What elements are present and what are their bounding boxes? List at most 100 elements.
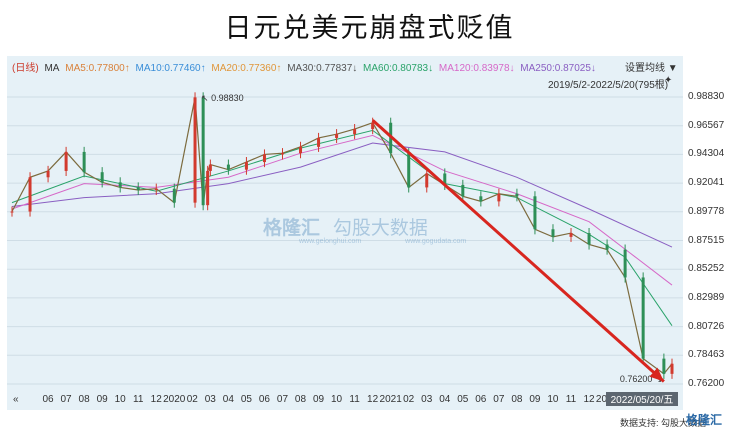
watermark-site: www.gelonghui.com bbox=[299, 238, 362, 245]
price-candle bbox=[46, 170, 50, 178]
price-candle bbox=[497, 193, 501, 202]
x-tick-label: 2021 bbox=[380, 394, 403, 405]
price-candle bbox=[82, 151, 86, 173]
price-candle bbox=[443, 173, 447, 185]
x-tick-label: 11 bbox=[349, 394, 360, 405]
x-tick-label: 07 bbox=[277, 394, 289, 405]
x-tick-label: 07 bbox=[493, 394, 505, 405]
legend-ma10[interactable]: MA10:0.77460↑ bbox=[135, 63, 206, 74]
x-tick-label: 12 bbox=[583, 394, 595, 405]
price-candle bbox=[479, 196, 483, 202]
x-tick-label: 08 bbox=[79, 394, 91, 405]
price-candle bbox=[641, 277, 645, 359]
price-candle bbox=[172, 188, 176, 203]
trend-arrow-head bbox=[649, 367, 664, 382]
x-tick-label: 03 bbox=[421, 394, 433, 405]
x-tick-label: 11 bbox=[566, 394, 577, 405]
price-candle bbox=[335, 134, 339, 138]
price-candle bbox=[136, 187, 140, 190]
chart-title: 日元兑美元崩盘式贬值 bbox=[224, 13, 515, 44]
x-tick-label: 08 bbox=[511, 394, 523, 405]
y-tick-label: 0.98830 bbox=[688, 91, 725, 102]
price-candle bbox=[662, 358, 666, 374]
x-tick-label: 2020 bbox=[163, 394, 186, 405]
ma-settings-dropdown[interactable]: 设置均线 ▼ bbox=[625, 63, 678, 74]
price-candle bbox=[10, 211, 14, 213]
x-tick-label: 05 bbox=[457, 394, 469, 405]
price-candle bbox=[371, 122, 375, 130]
price-candle bbox=[244, 162, 248, 170]
x-tick-label: 09 bbox=[529, 394, 541, 405]
last-date-label: 2022/05/20/五 bbox=[611, 395, 674, 406]
y-tick-label: 0.76200 bbox=[688, 378, 725, 389]
price-annotation: ↖ 0.98830 bbox=[201, 93, 244, 103]
watermark-data-site: www.gogudata.com bbox=[405, 238, 467, 245]
x-tick-label: 10 bbox=[115, 394, 127, 405]
legend-ma20[interactable]: MA20:0.77360↑ bbox=[211, 63, 282, 74]
price-candle bbox=[100, 172, 104, 183]
price-candle bbox=[226, 164, 230, 170]
legend-ma60[interactable]: MA60:0.80783↓ bbox=[363, 63, 434, 74]
x-tick-label: 12 bbox=[367, 394, 379, 405]
price-candle bbox=[407, 153, 411, 188]
price-candle bbox=[533, 196, 537, 230]
x-tick-label: 07 bbox=[61, 394, 73, 405]
y-tick-label: 0.87515 bbox=[688, 234, 725, 246]
watermark-data: 勾股大数据 bbox=[332, 218, 428, 239]
price-candle bbox=[353, 129, 357, 135]
trend-arrow-line bbox=[371, 119, 665, 383]
pin-icon[interactable]: ✦ bbox=[664, 75, 673, 86]
data-source-name: 勾股大数据 bbox=[661, 418, 707, 428]
price-candle bbox=[569, 233, 573, 237]
x-tick-label: 02 bbox=[187, 394, 199, 405]
x-tick-label: 10 bbox=[547, 394, 559, 405]
legend-ma250[interactable]: MA250:0.87025↓ bbox=[520, 63, 596, 74]
y-tick-label: 0.96567 bbox=[688, 119, 725, 131]
x-tick-label: 11 bbox=[133, 394, 144, 405]
price-candle bbox=[118, 182, 122, 188]
price-annotation: 0.76200 ↘ bbox=[620, 374, 663, 384]
brand-logo: 格隆汇 bbox=[686, 413, 723, 427]
price-candle bbox=[425, 173, 429, 188]
price-candle bbox=[28, 177, 32, 212]
price-candle bbox=[670, 363, 674, 374]
x-axis-band bbox=[7, 390, 683, 406]
x-tick-label: 06 bbox=[259, 394, 271, 405]
y-tick-label: 0.89778 bbox=[688, 205, 725, 217]
y-tick-label: 0.92041 bbox=[688, 177, 725, 189]
data-source: 数据支持: 勾股大数据 bbox=[620, 416, 706, 429]
x-tick-label: 06 bbox=[42, 394, 54, 405]
date-range-label: 2019/5/2-2022/5/20(795根) bbox=[548, 80, 669, 91]
legend-ma30[interactable]: MA30:0.77837↓ bbox=[287, 63, 358, 74]
ma-legend: (日线) MA MA5:0.77800↑ MA10:0.77460↑ MA20:… bbox=[12, 59, 599, 74]
watermark: 格隆汇 勾股大数据 www.gelonghui.com www.gogudata… bbox=[263, 213, 466, 245]
price-candle bbox=[64, 151, 68, 171]
ma-line-ma120 bbox=[11, 134, 673, 286]
price-candle bbox=[262, 154, 266, 163]
legend-ma120[interactable]: MA120:0.83978↓ bbox=[438, 63, 515, 74]
y-tick-label: 0.80726 bbox=[688, 320, 725, 332]
x-tick-label: 04 bbox=[439, 394, 451, 405]
x-tick-label: 03 bbox=[205, 394, 217, 405]
price-candle bbox=[193, 97, 197, 203]
y-tick-label: 0.78463 bbox=[688, 349, 725, 361]
price-candle bbox=[206, 170, 210, 206]
x-tick-label: 09 bbox=[97, 394, 109, 405]
last-date-box bbox=[606, 392, 678, 406]
legend-ma5[interactable]: MA5:0.77800↑ bbox=[65, 63, 130, 74]
x-scroll-start: « bbox=[13, 394, 19, 405]
y-axis: 0.98830 0.96567 0.94304 0.92041 0.89778 0.875… bbox=[683, 56, 739, 410]
price-candle bbox=[551, 229, 555, 237]
price-candle bbox=[201, 97, 205, 206]
price-candle bbox=[461, 184, 465, 197]
price-candle bbox=[515, 193, 519, 197]
x-tick-label: 10 bbox=[331, 394, 343, 405]
y-tick-label: 0.94304 bbox=[688, 148, 725, 160]
x-tick-label: 09 bbox=[313, 394, 325, 405]
watermark-brand: 格隆汇 bbox=[263, 218, 321, 239]
y-tick-label: 0.82989 bbox=[688, 291, 725, 303]
price-candle bbox=[208, 164, 212, 171]
legend-period[interactable]: (日线) bbox=[12, 63, 39, 74]
ma-line-ma250 bbox=[11, 142, 673, 248]
